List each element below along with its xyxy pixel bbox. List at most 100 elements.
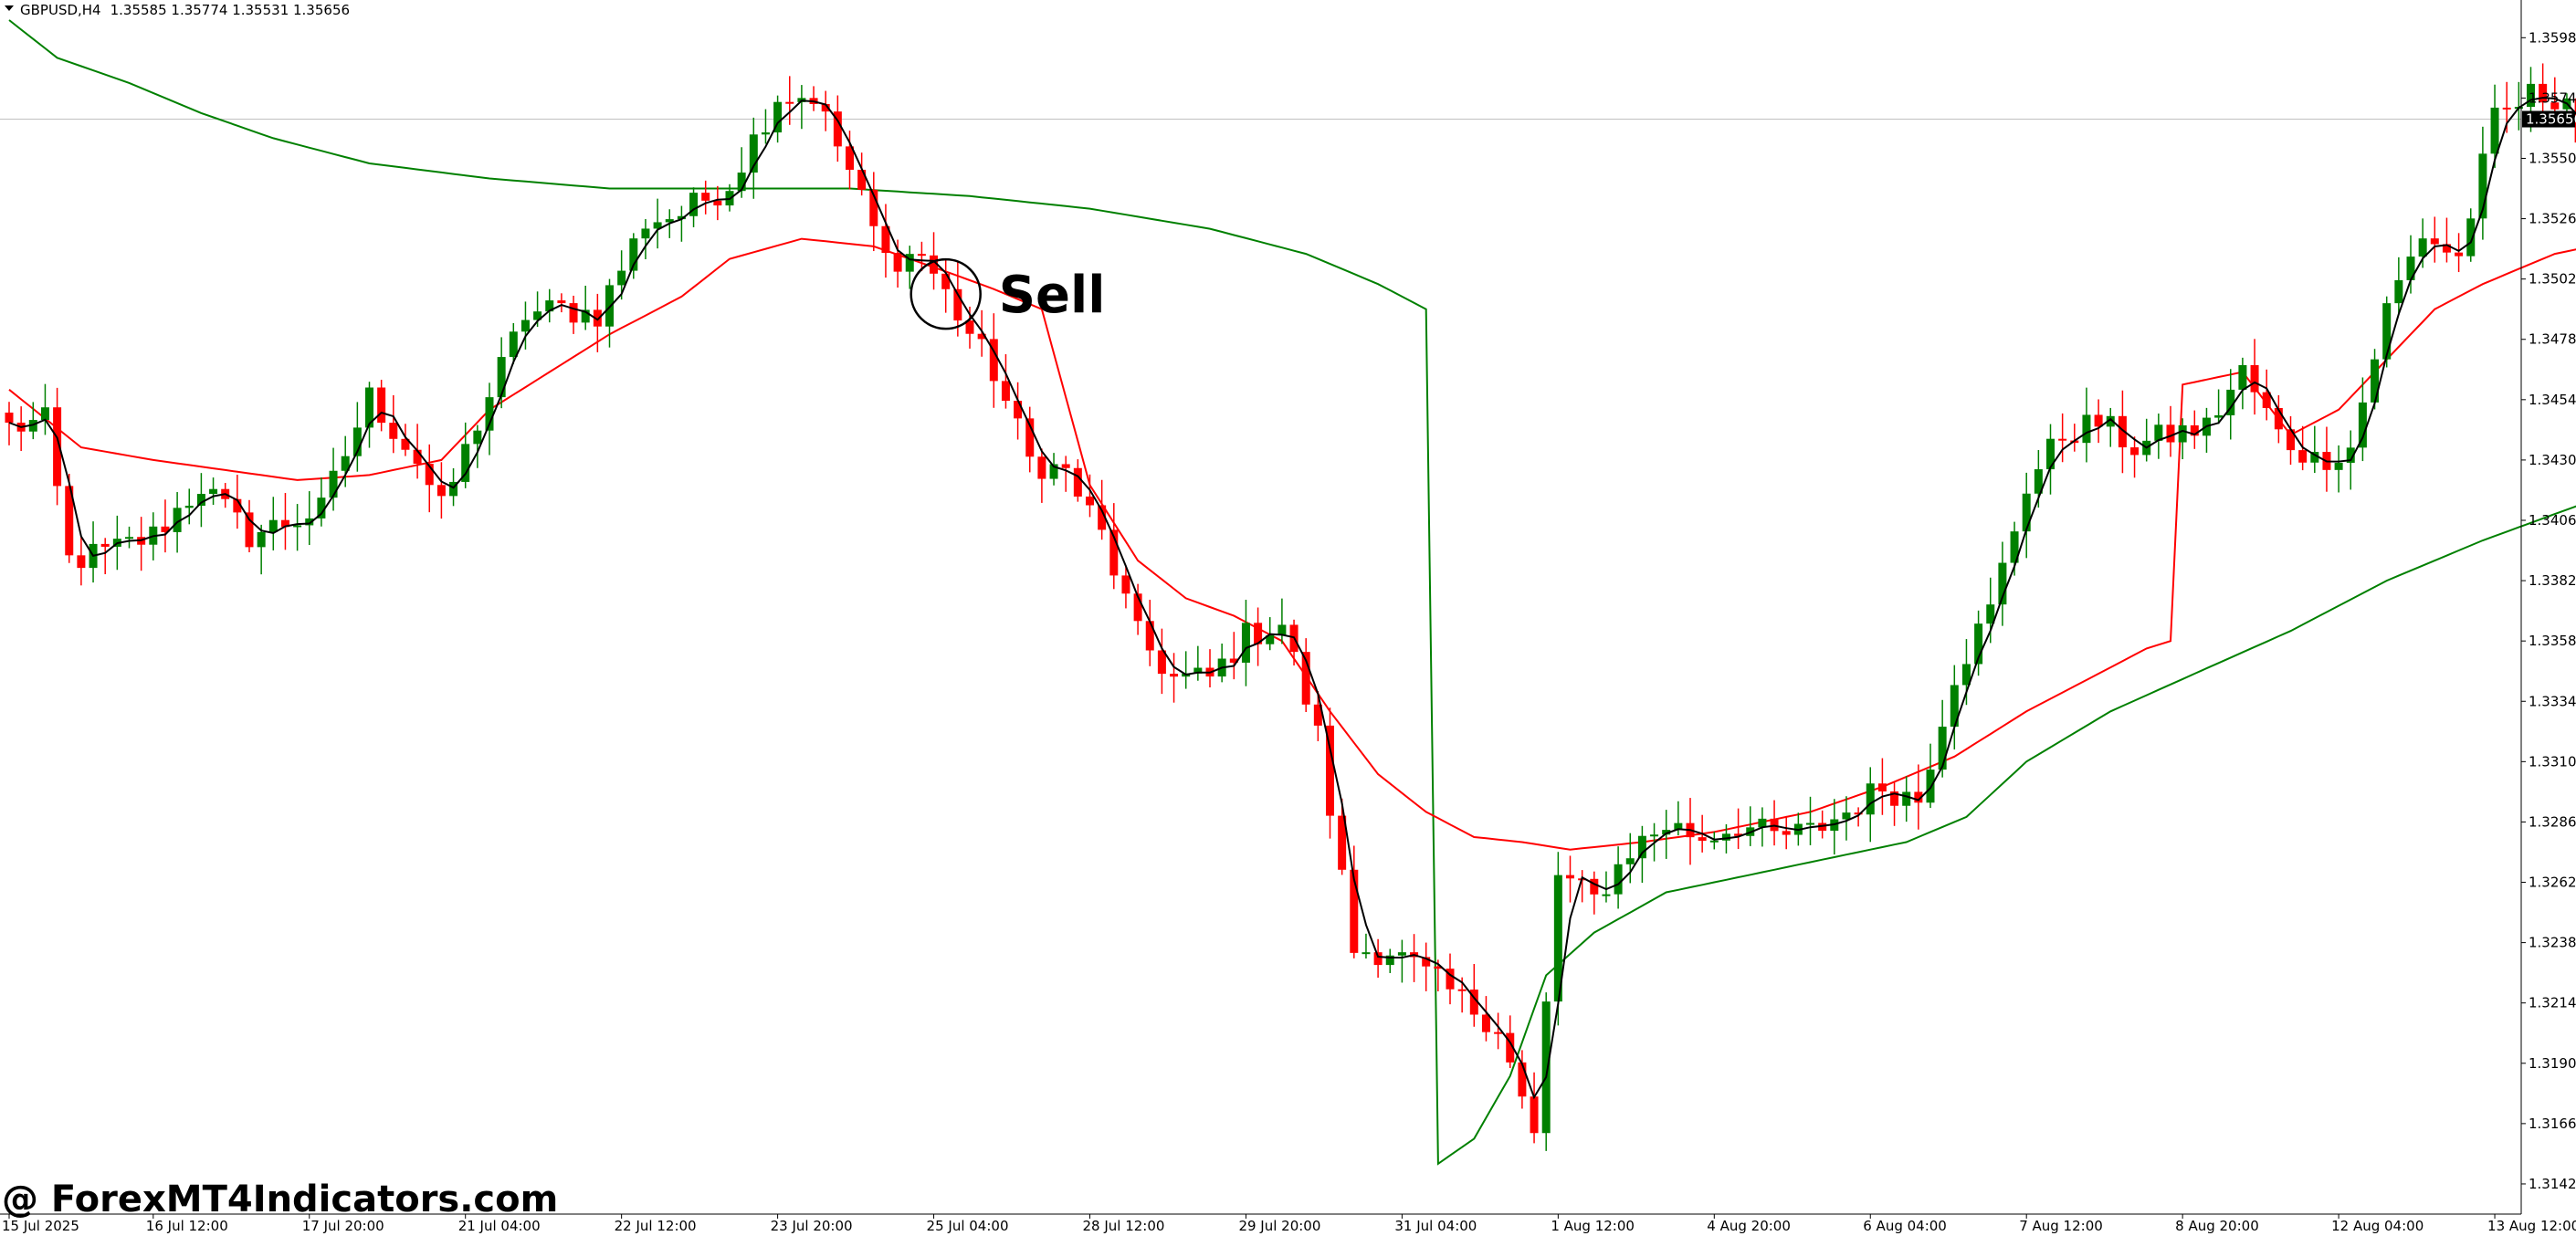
candle [1133, 583, 1142, 635]
candle [2478, 126, 2487, 240]
candle-body [881, 225, 890, 254]
candle-body [2082, 414, 2091, 444]
candle-body [2490, 107, 2499, 154]
candle [569, 295, 578, 334]
candle-body [1950, 685, 1959, 728]
candle [1301, 638, 1310, 713]
candle [917, 241, 926, 272]
candle-body [1457, 989, 1467, 991]
candle-body [1157, 650, 1166, 675]
candle-body [2406, 257, 2415, 280]
candle-body [1854, 812, 1863, 815]
x-tick-label: 28 Jul 12:00 [1083, 1218, 1165, 1234]
candle [629, 233, 638, 279]
candle [65, 473, 74, 563]
candle-body [1109, 529, 1119, 576]
candle-body [1709, 840, 1719, 843]
candle [1469, 963, 1478, 1027]
candle [1170, 653, 1179, 703]
candle-body [665, 219, 674, 223]
candle [1734, 808, 1743, 850]
candle-body [2358, 402, 2367, 448]
candle-body [2550, 102, 2560, 110]
candle-body [1662, 830, 1671, 835]
candle [1061, 456, 1070, 492]
header-triangle-icon[interactable] [5, 5, 14, 11]
candle [641, 218, 650, 259]
x-tick-label: 12 Aug 04:00 [2331, 1218, 2424, 1234]
candle [941, 259, 951, 313]
sell-signal-circle [909, 257, 982, 330]
candle-body [2478, 153, 2487, 219]
candle [1890, 782, 1899, 826]
candle [425, 444, 434, 513]
candle-body [161, 526, 170, 532]
candle-body [377, 387, 386, 424]
candle-body [1422, 957, 1431, 967]
candle-body [1734, 833, 1743, 836]
candle [305, 491, 314, 546]
candle [977, 309, 986, 357]
x-tick-label: 17 Jul 20:00 [302, 1218, 384, 1234]
sell-signal-label: Sell [999, 266, 1106, 325]
candle [2214, 389, 2224, 424]
candle [677, 205, 686, 242]
candle [1709, 832, 1719, 850]
candle-body [1362, 952, 1371, 955]
candle-body [2154, 424, 2163, 441]
candle-body [1121, 575, 1130, 594]
candle [280, 492, 289, 550]
candle [184, 488, 194, 525]
candle [1014, 382, 1023, 440]
candle [905, 246, 914, 289]
candle-body [509, 331, 518, 358]
candle-body [617, 270, 626, 286]
candle [2394, 257, 2403, 315]
candle-body [1170, 674, 1179, 677]
candle [520, 301, 530, 350]
candle-body [989, 339, 998, 382]
candle-body [1938, 727, 1947, 770]
candle-body [2178, 424, 2187, 443]
candle-body [917, 254, 926, 257]
candle-body [257, 531, 266, 548]
x-tick-label: 7 Aug 12:00 [2019, 1218, 2103, 1234]
candle [1037, 448, 1046, 503]
candle [857, 152, 867, 196]
candle [2466, 208, 2476, 262]
candle-body [2226, 389, 2235, 415]
plot-background [0, 0, 2521, 1214]
candle-body [1625, 858, 1635, 864]
candle-body [65, 486, 74, 556]
candle-body [293, 525, 302, 528]
candle [1362, 933, 1371, 959]
candle-body [1061, 464, 1070, 468]
candle [653, 198, 662, 249]
candle-body [2394, 279, 2403, 304]
candle-body [1446, 969, 1455, 990]
candle-body [1806, 822, 1814, 825]
candle [581, 285, 590, 330]
slow-ma-line [8, 19, 2576, 1166]
candle-body [1782, 831, 1791, 835]
candle-body [1566, 875, 1574, 879]
candle-body [1890, 791, 1899, 806]
candle-body [1926, 770, 1935, 803]
fast-ma-line [8, 97, 2576, 1100]
candle [2442, 217, 2451, 263]
candle [352, 402, 362, 472]
candle-body [2166, 424, 2175, 443]
candle [1145, 599, 1154, 666]
candle-body [2418, 238, 2427, 257]
candle [245, 499, 254, 552]
candle [989, 313, 998, 408]
candle-body [653, 222, 662, 229]
candle-body [1014, 401, 1023, 419]
y-tick-label: 1.35020 [2529, 271, 2576, 288]
candle-body [1241, 623, 1250, 663]
chart-header: GBPUSD,H4 1.35585 1.35774 1.35531 1.35656 [20, 2, 350, 18]
candle [557, 293, 566, 313]
candle [2287, 415, 2295, 466]
candle-body [2250, 365, 2259, 393]
candle [2262, 369, 2271, 421]
